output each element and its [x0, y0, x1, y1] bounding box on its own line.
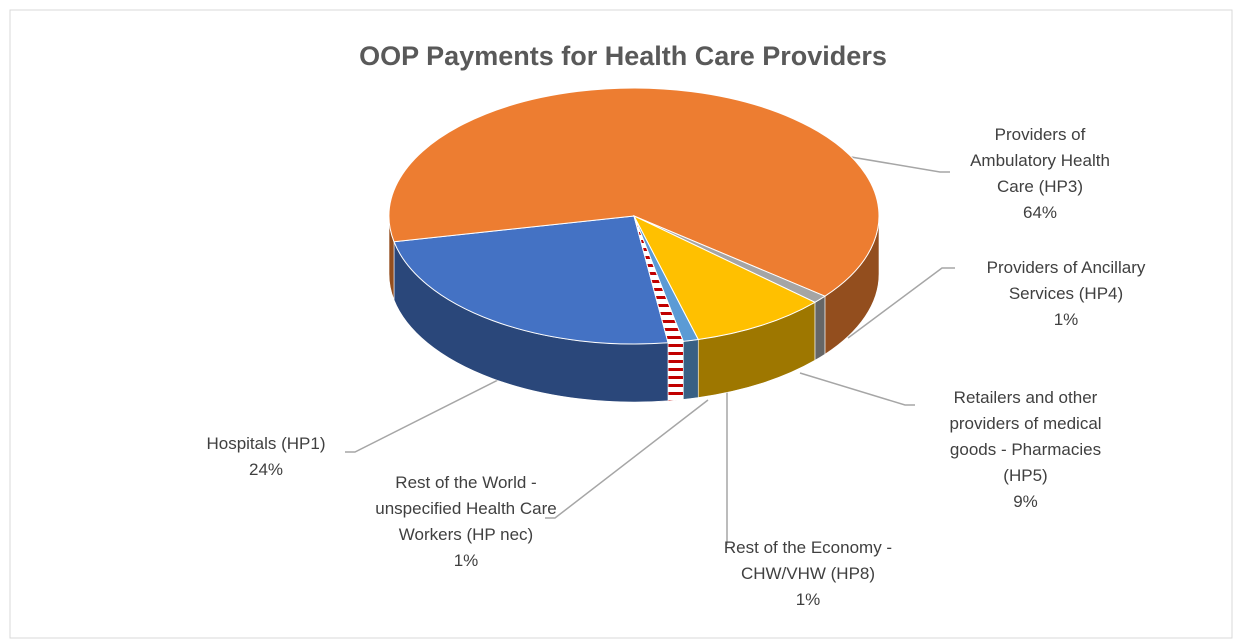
- category-label: Hospitals (HP1): [206, 434, 326, 453]
- slice-label: Rest of the Economy - CHW/VHW (HP8) 1%: [690, 535, 926, 613]
- slice-label: Rest of the World - unspecified Health C…: [362, 470, 570, 574]
- category-label: Rest of the Economy - CHW/VHW (HP8): [723, 538, 893, 583]
- slice-side: [667, 341, 684, 402]
- category-label: Retailers and other providers of medical…: [949, 388, 1102, 485]
- slice: [388, 87, 880, 297]
- slice-side: [682, 339, 699, 400]
- slice: [393, 215, 669, 345]
- slice-label: Hospitals (HP1) 24%: [180, 431, 352, 483]
- value-label: 64%: [1022, 203, 1058, 222]
- leader-line: [545, 399, 709, 519]
- slice-side: [814, 295, 826, 361]
- category-label: Providers of Ambulatory Health Care (HP3…: [970, 125, 1110, 196]
- value-label: 1%: [453, 551, 479, 570]
- value-label: 9%: [1013, 492, 1038, 511]
- slice-label: Retailers and other providers of medical…: [938, 385, 1113, 515]
- category-label: Providers of Ancillary Services (HP4): [986, 258, 1146, 303]
- slice-label: Providers of Ancillary Services (HP4) 1%: [955, 255, 1177, 333]
- value-label: 1%: [795, 590, 821, 609]
- value-label: 1%: [1053, 310, 1079, 329]
- pie-sides: [388, 215, 880, 403]
- leader-line: [847, 267, 955, 339]
- slice: [632, 214, 816, 341]
- category-label: Rest of the World - unspecified Health C…: [375, 473, 557, 544]
- slice: [633, 215, 684, 344]
- slice-label: Providers of Ambulatory Health Care (HP3…: [960, 122, 1120, 226]
- value-label: 24%: [248, 460, 284, 479]
- pie: [388, 87, 880, 403]
- leader-line: [345, 379, 499, 453]
- chart-title: OOP Payments for Health Care Providers: [359, 41, 887, 71]
- leader-lines: [345, 112, 955, 545]
- pie-tops: [388, 87, 880, 345]
- leader-line: [799, 372, 915, 406]
